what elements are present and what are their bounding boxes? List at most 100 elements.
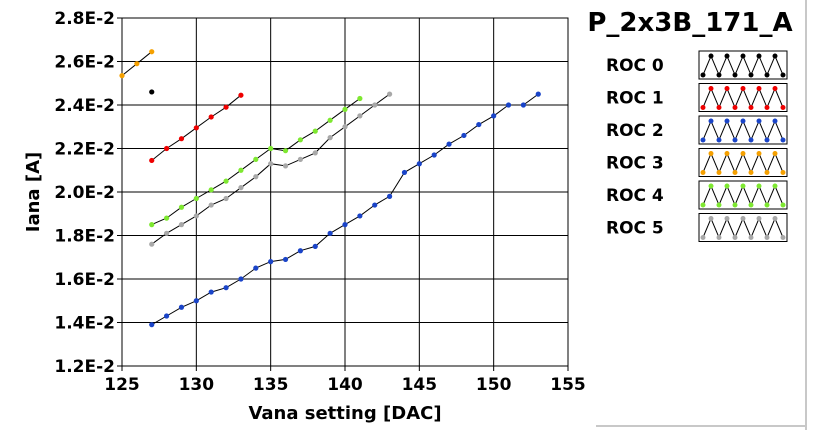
x-tick-label: 145	[402, 375, 438, 395]
legend-swatch-marker	[732, 170, 738, 175]
legend-swatch-marker	[780, 170, 786, 175]
legend-swatch-marker	[748, 72, 754, 78]
legend-label: ROC 2	[606, 121, 664, 141]
legend-swatch-marker	[764, 137, 770, 143]
legend-swatch-marker	[724, 216, 730, 221]
series-roc-2	[149, 91, 541, 328]
legend-swatch-marker	[700, 137, 706, 143]
legend-swatch-marker	[716, 202, 722, 208]
series-layer	[119, 49, 541, 328]
data-point	[149, 89, 155, 95]
legend-swatch-marker	[700, 72, 706, 78]
legend-label: ROC 0	[606, 56, 664, 76]
data-point	[401, 169, 408, 176]
legend-swatch-marker	[732, 235, 738, 240]
data-point	[238, 185, 244, 191]
legend-swatch-marker	[748, 105, 754, 110]
data-point	[149, 241, 155, 247]
legend-label: ROC 5	[606, 219, 664, 239]
data-point	[297, 156, 303, 162]
data-point	[268, 259, 274, 265]
y-tick-label: 2.0E-2	[54, 183, 115, 203]
legend-swatch-marker	[772, 53, 778, 59]
data-point	[505, 102, 512, 108]
legend-swatch-marker	[772, 86, 778, 91]
legend-swatch-marker	[764, 72, 770, 78]
y-axis-title: Iana [A]	[23, 152, 44, 232]
x-tick-label: 135	[253, 375, 289, 395]
y-tick-label: 1.4E-2	[54, 314, 115, 334]
data-point	[208, 289, 214, 295]
x-tick-label: 150	[476, 375, 512, 395]
data-point	[342, 106, 348, 112]
legend: ROC 0 ROC 1 ROC 2 ROC 3 ROC 4 ROC 5	[606, 50, 788, 242]
legend-swatch-marker	[708, 216, 714, 221]
legend-item-roc-0: ROC 0	[606, 50, 788, 80]
data-point	[178, 304, 185, 310]
data-point	[342, 124, 348, 130]
data-point	[238, 276, 244, 282]
data-point	[193, 213, 199, 219]
y-tick-label: 2.6E-2	[54, 53, 115, 73]
legend-swatch-marker	[764, 202, 770, 208]
data-point	[431, 152, 437, 158]
legend-swatch-marker	[756, 118, 762, 124]
data-point	[164, 215, 170, 221]
data-point	[446, 141, 452, 147]
legend-swatch-marker	[756, 183, 762, 189]
y-tick-label: 1.2E-2	[54, 357, 115, 377]
data-point	[149, 322, 155, 328]
legend-swatch-marker	[740, 151, 746, 156]
series-roc-0	[149, 89, 155, 95]
data-point	[208, 187, 214, 193]
data-point	[193, 195, 199, 202]
legend-swatch-marker	[756, 216, 762, 221]
data-point	[535, 91, 541, 97]
data-point	[238, 92, 244, 98]
legend-swatch-marker	[764, 235, 770, 240]
data-point	[208, 202, 214, 208]
data-point	[461, 132, 467, 139]
data-point	[416, 161, 422, 167]
legend-swatch-marker	[724, 86, 730, 91]
data-point	[312, 150, 318, 156]
legend-swatch-marker	[708, 118, 714, 124]
legend-swatch-marker	[772, 183, 778, 189]
data-point	[312, 128, 318, 134]
series-roc-3	[119, 49, 155, 79]
data-point	[178, 222, 185, 228]
y-tick-label: 1.6E-2	[54, 270, 115, 290]
legend-swatch-marker	[748, 235, 754, 240]
legend-item-roc-4: ROC 4	[606, 180, 788, 210]
legend-swatch-marker	[780, 202, 786, 208]
x-axis: 125 130 135 140 145 150 155	[104, 366, 586, 395]
x-tick-label: 140	[327, 375, 363, 395]
legend-swatch-marker	[700, 170, 706, 175]
data-point	[178, 136, 185, 142]
legend-swatch-marker	[740, 118, 746, 124]
chart-title: P_2x3B_171_A	[587, 8, 792, 38]
legend-swatch-marker	[700, 202, 706, 208]
series-roc-1	[149, 92, 244, 164]
legend-swatch-marker	[708, 53, 714, 59]
data-point	[149, 49, 155, 55]
grid	[122, 18, 568, 366]
legend-swatch-marker	[732, 72, 738, 78]
y-tick-label: 2.8E-2	[54, 9, 115, 29]
data-point	[342, 222, 348, 228]
legend-swatch-marker	[756, 53, 762, 59]
legend-label: ROC 3	[606, 154, 664, 174]
data-point	[297, 137, 303, 143]
legend-swatch-marker	[708, 183, 714, 189]
data-point	[164, 230, 170, 236]
legend-swatch-marker	[764, 105, 770, 110]
data-point	[387, 91, 393, 97]
data-point	[193, 298, 199, 304]
legend-swatch-marker	[716, 105, 722, 110]
data-point	[253, 174, 259, 180]
data-point	[268, 161, 274, 167]
data-point	[476, 121, 482, 128]
legend-item-roc-2: ROC 2	[606, 115, 788, 145]
legend-swatch-marker	[716, 72, 722, 78]
